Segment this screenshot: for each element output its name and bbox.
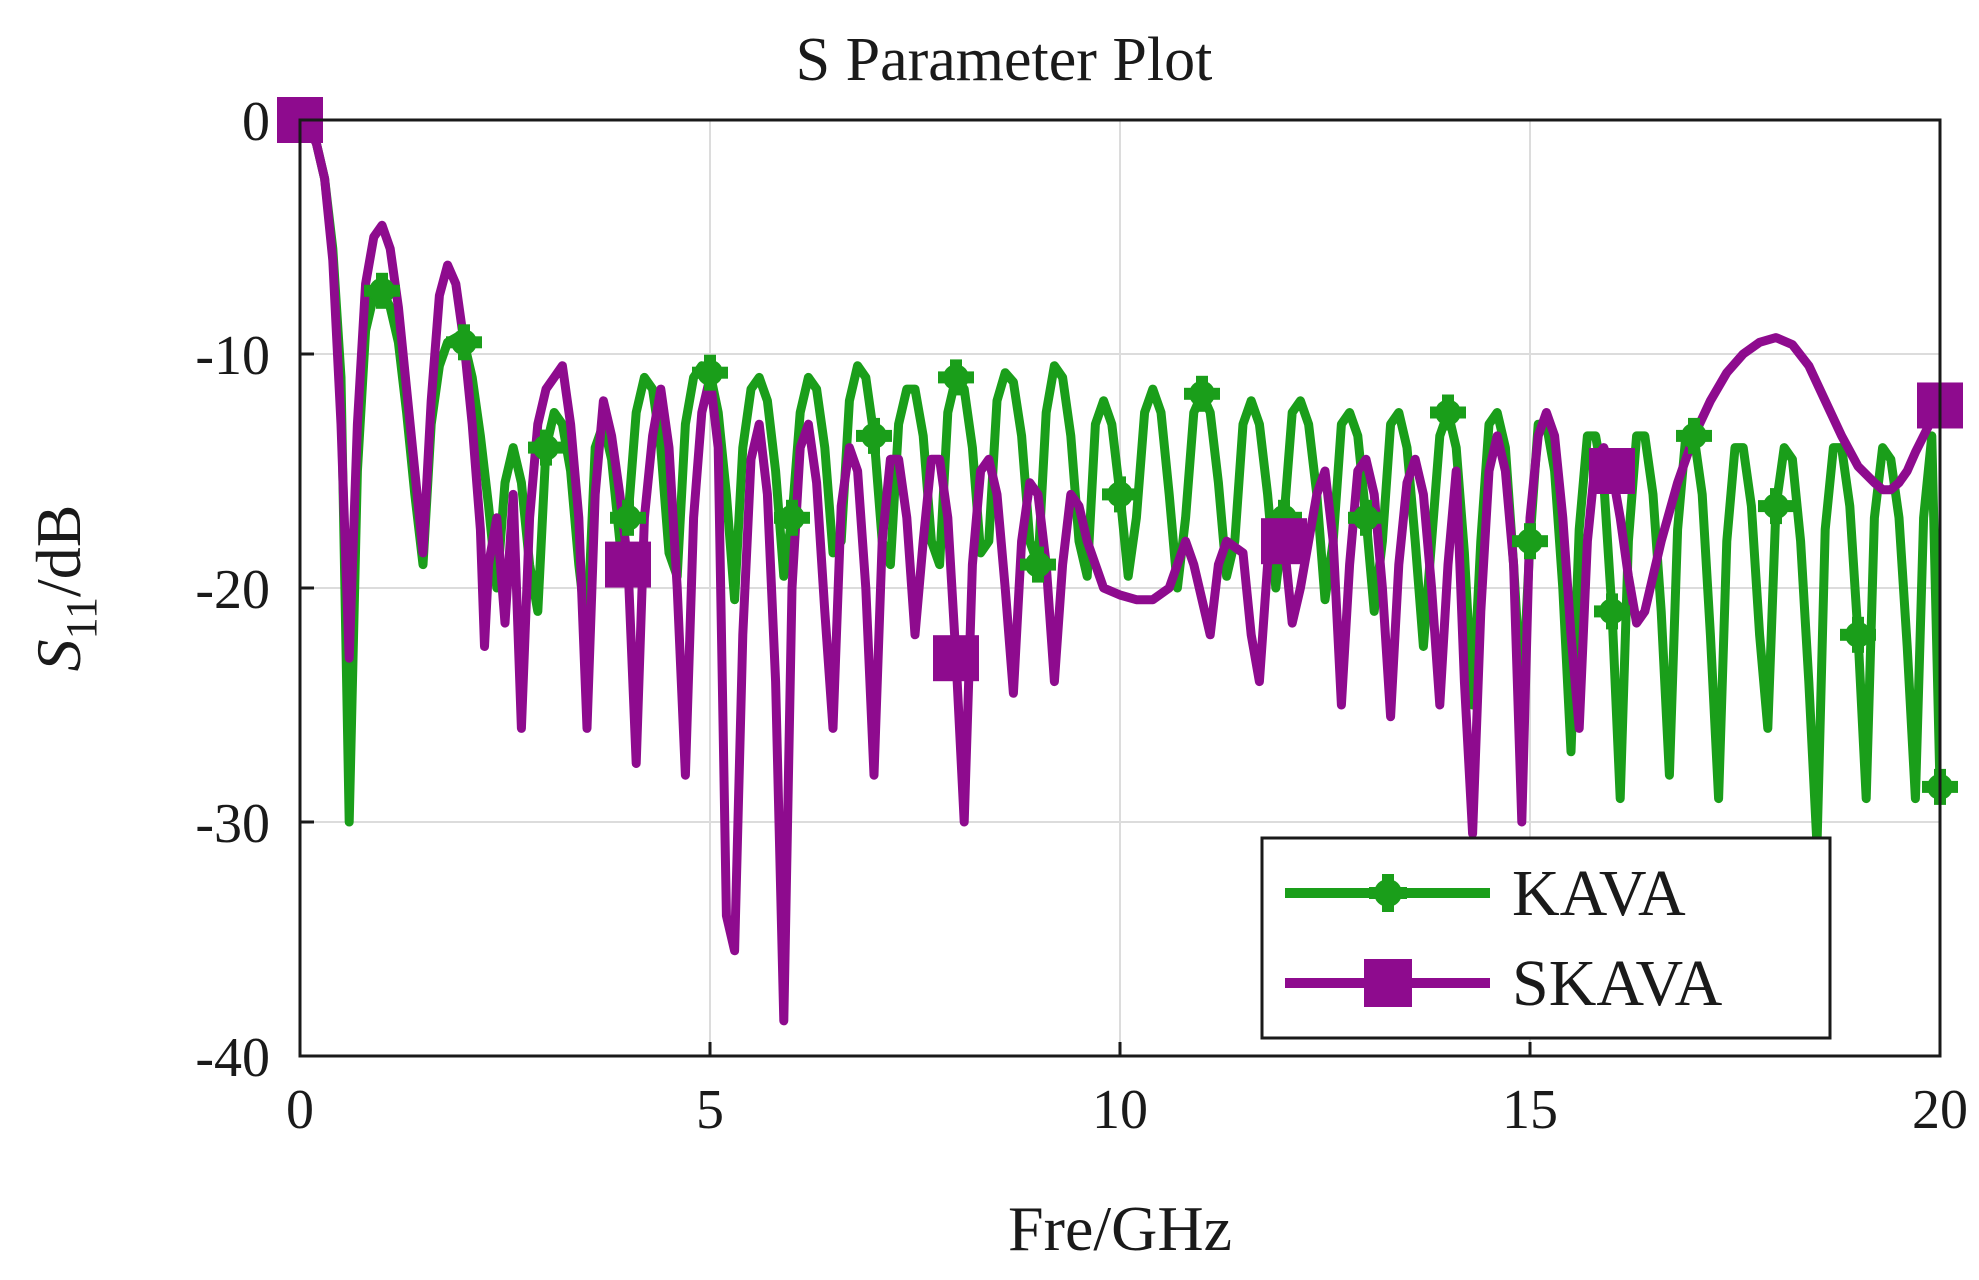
marker-skava <box>1589 448 1635 494</box>
marker-kava-bar-v <box>376 272 388 309</box>
marker-kava-bar-v <box>1688 417 1700 454</box>
y-axis-label-main: S <box>23 639 94 671</box>
marker-kava <box>364 272 400 309</box>
marker-kava-bar-v <box>1770 488 1782 525</box>
marker-kava <box>1594 593 1630 630</box>
marker-kava-bar-v <box>1032 546 1044 583</box>
marker-kava <box>1348 499 1384 536</box>
marker-kava <box>446 324 482 361</box>
marker-kava-bar-v <box>1606 593 1618 630</box>
marker-kava-bar-v <box>950 359 962 396</box>
marker-kava-bar-v <box>1360 499 1372 536</box>
marker-kava <box>1020 546 1056 583</box>
y-axis-label-unit: /dB <box>23 505 94 597</box>
marker-kava <box>938 359 974 396</box>
marker-skava <box>933 635 979 682</box>
marker-kava <box>774 499 810 536</box>
marker-kava <box>1512 523 1548 560</box>
y-axis-ticks: 0 -10 -20 -30 -40 <box>195 91 314 1089</box>
marker-skava <box>1261 518 1307 565</box>
marker-kava <box>1430 394 1466 431</box>
legend-kava-label: KAVA <box>1512 857 1686 930</box>
y-tick-label: -20 <box>195 559 270 621</box>
marker-kava <box>528 429 564 466</box>
y-tick-label: -10 <box>195 325 270 387</box>
x-tick-label: 10 <box>1092 1079 1148 1141</box>
marker-kava <box>1840 616 1876 653</box>
marker-skava <box>605 541 651 588</box>
legend-kava-marker <box>1369 874 1407 912</box>
marker-kava <box>856 417 892 454</box>
y-axis-label: S11/dB <box>23 505 106 672</box>
legend-item-kava: KAVA <box>1285 857 1686 930</box>
x-tick-label: 20 <box>1912 1079 1968 1141</box>
marker-kava-bar-v <box>1442 394 1454 431</box>
legend-item-skava: SKAVA <box>1285 947 1723 1020</box>
x-axis-ticks: 0 5 10 15 20 <box>286 1042 1968 1141</box>
legend-skava-marker <box>1364 959 1412 1007</box>
marker-kava-bar-v <box>1852 616 1864 653</box>
y-tick-label: 0 <box>242 91 270 153</box>
marker-kava-bar-v <box>1524 523 1536 560</box>
legend-box <box>1260 836 1832 1040</box>
x-axis-label: Fre/GHz <box>1008 1193 1232 1264</box>
marker-kava-bar-v <box>540 429 552 466</box>
y-tick-label: -30 <box>195 793 270 855</box>
marker-kava <box>1102 476 1138 513</box>
marker-kava <box>1758 488 1794 525</box>
legend: KAVA SKAVA <box>1260 836 1832 1040</box>
marker-kava-bar-v <box>458 324 470 361</box>
x-tick-label: 15 <box>1502 1079 1558 1141</box>
marker-kava <box>610 499 646 536</box>
marker-kava-bar-v <box>1196 375 1208 412</box>
marker-kava <box>692 354 728 391</box>
y-tick-label: -40 <box>195 1027 270 1089</box>
legend-skava-label: SKAVA <box>1512 947 1723 1020</box>
marker-kava-bar-v <box>704 354 716 391</box>
x-tick-label: 5 <box>696 1079 724 1141</box>
marker-kava-bar-v <box>622 499 634 536</box>
chart-title: S Parameter Plot <box>796 26 1213 94</box>
x-tick-label: 0 <box>286 1079 314 1141</box>
marker-kava <box>1184 375 1220 412</box>
plot-frame <box>298 118 1942 1058</box>
marker-kava <box>1676 417 1712 454</box>
marker-kava-bar-v <box>868 417 880 454</box>
y-axis-label-sub: 11 <box>57 597 106 639</box>
marker-kava-bar-v <box>1114 476 1126 513</box>
series-line-skava <box>300 120 1940 1026</box>
marker-kava-bar-v <box>786 499 798 536</box>
